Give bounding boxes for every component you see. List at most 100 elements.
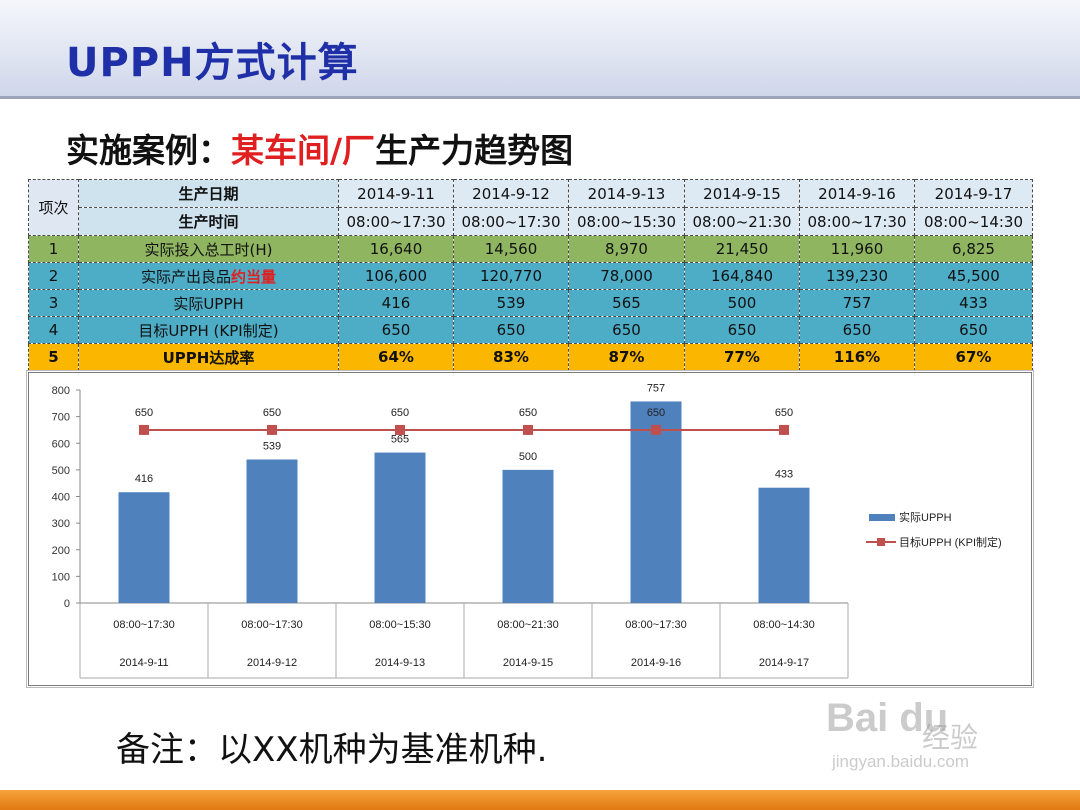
time-row: 生产时间 08:00~17:30 08:00~17:30 08:00~15:30… (29, 207, 1033, 236)
row-index: 1 (28, 235, 79, 263)
y-tick-label: 500 (52, 465, 70, 477)
target-marker (779, 424, 789, 435)
category-time-label: 08:00~17:30 (241, 619, 302, 631)
row-value: 139,230 (799, 262, 915, 290)
row-value: 16,640 (338, 235, 454, 263)
target-data-label: 650 (263, 407, 281, 419)
row-value: 77% (684, 343, 800, 371)
row-index: 5 (28, 343, 79, 371)
row-index: 4 (28, 316, 79, 344)
row-value: 67% (914, 343, 1033, 371)
bar (630, 401, 682, 603)
row-label: UPPH达成率 (78, 343, 339, 371)
target-marker (139, 424, 149, 435)
y-tick-label: 300 (52, 518, 70, 530)
row-value: 650 (338, 316, 454, 344)
footnote: 备注：以XX机种为基准机种. (116, 730, 548, 770)
bar-data-label: 433 (775, 469, 793, 481)
row-value: 11,960 (799, 235, 915, 263)
chart-svg: 0 100 200 300 400 500 600 700 800 08:00~17:30 08:0… (52, 382, 1002, 679)
category-date-label: 2014-9-12 (247, 657, 297, 669)
row-value: 650 (914, 316, 1033, 344)
category-date-label: 2014-9-13 (375, 657, 425, 669)
y-tick-label: 800 (52, 385, 70, 397)
legend-bar-label: 实际UPPH (899, 510, 952, 524)
table-row: 1 实际投入总工时(H) 16,640 14,560 8,970 21,450 … (28, 235, 1033, 263)
footer-bar (0, 790, 1080, 810)
table-row: 2 实际产出良品约当量 106,600 120,770 78,000 164,8… (28, 262, 1033, 290)
bar-data-label: 565 (391, 434, 409, 446)
y-tick-label: 400 (52, 492, 70, 504)
row-index: 3 (28, 289, 79, 317)
subtitle-suffix: 生产力趋势图 (375, 131, 574, 170)
table-row: 5 UPPH达成率 64% 83% 87% 77% 116% 67% (28, 343, 1033, 371)
target-data-label: 650 (135, 407, 153, 419)
target-data-label: 650 (391, 407, 409, 419)
bar (118, 492, 170, 603)
subtitle: 实施案例：某车间/厂生产力趋势图 (66, 124, 573, 172)
idx-header: 项次 (28, 179, 79, 236)
subtitle-prefix: 实施案例： (66, 131, 231, 170)
row-value: 650 (684, 316, 800, 344)
category-time-label: 08:00~21:30 (497, 619, 558, 631)
bar (374, 452, 426, 603)
y-tick-label: 700 (52, 412, 70, 424)
category-time-label: 08:00~15:30 (369, 619, 430, 631)
row-value: 8,970 (568, 235, 685, 263)
y-tick-label: 0 (64, 598, 70, 610)
category-date-label: 2014-9-15 (503, 657, 553, 669)
row-label: 目标UPPH (KPI制定) (78, 316, 339, 344)
legend-line-marker (877, 538, 885, 546)
date-label: 生产日期 (78, 179, 339, 208)
time-cell: 08:00~15:30 (568, 207, 685, 236)
time-cell: 08:00~14:30 (914, 207, 1033, 236)
row-value: 6,825 (914, 235, 1033, 263)
row-index: 2 (28, 262, 79, 290)
date-cell: 2014-9-11 (338, 179, 454, 208)
row-value: 106,600 (338, 262, 454, 290)
bar (758, 487, 810, 603)
y-tick-label: 600 (52, 438, 70, 450)
watermark-logo: Bai du (826, 696, 949, 740)
watermark-url: jingyan.baidu.com (832, 752, 970, 771)
category-date-label: 2014-9-16 (631, 657, 681, 669)
row-value: 83% (453, 343, 569, 371)
row-value: 416 (338, 289, 454, 317)
date-cell: 2014-9-15 (684, 179, 800, 208)
bar (502, 469, 554, 603)
time-label: 生产时间 (78, 207, 339, 236)
target-data-label: 650 (647, 407, 665, 419)
legend-bar-swatch (869, 514, 895, 521)
chart-frame (26, 370, 1034, 688)
subtitle-highlight: 某车间/厂 (231, 131, 376, 170)
row-value: 45,500 (914, 262, 1033, 290)
row-value: 650 (799, 316, 915, 344)
date-cell: 2014-9-12 (453, 179, 569, 208)
legend-line-label: 目标UPPH (KPI制定) (899, 535, 1002, 549)
target-marker (651, 424, 661, 435)
row-value: 164,840 (684, 262, 800, 290)
row-value: 757 (799, 289, 915, 317)
target-marker (267, 424, 277, 435)
baidu-watermark: Bai du 经验 jingyan.baidu.com (826, 696, 1026, 786)
row-value: 500 (684, 289, 800, 317)
page-title: UPPH方式计算 (66, 40, 359, 86)
date-cell: 2014-9-13 (568, 179, 685, 208)
upph-chart: 0 100 200 300 400 500 600 700 800 08:00~17:30 08:0… (28, 372, 1032, 686)
row-label-highlight: 约当量 (231, 267, 277, 286)
time-cell: 08:00~17:30 (453, 207, 569, 236)
watermark-text: 经验 (922, 721, 979, 754)
target-marker (523, 424, 533, 435)
row-value: 650 (568, 316, 685, 344)
category-time-label: 08:00~17:30 (625, 619, 686, 631)
y-tick-label: 200 (52, 545, 70, 557)
date-row: 项次 生产日期 2014-9-11 2014-9-12 2014-9-13 20… (28, 179, 1033, 236)
target-marker (395, 424, 405, 435)
date-cell: 2014-9-16 (799, 179, 915, 208)
category-time-label: 08:00~17:30 (113, 619, 174, 631)
category-date-label: 2014-9-11 (119, 657, 168, 669)
bar-data-label: 500 (519, 451, 537, 463)
bar-data-label: 539 (263, 440, 281, 452)
production-table: 项次 生产日期 2014-9-11 2014-9-12 2014-9-13 20… (28, 179, 1033, 371)
time-cell: 08:00~17:30 (338, 207, 454, 236)
